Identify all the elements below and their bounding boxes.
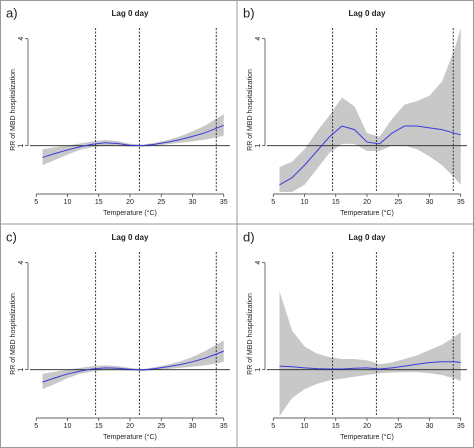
y-axis-label: RR of MBD hospitalization (10, 69, 17, 151)
x-tick-label: 35 (457, 199, 465, 206)
confidence-band (279, 291, 461, 416)
x-tick-label: 25 (157, 423, 165, 430)
x-tick-label: 5 (34, 423, 38, 430)
x-tick-label: 20 (126, 423, 134, 430)
rr-curve (279, 125, 461, 186)
x-tick-label: 15 (95, 199, 103, 206)
confidence-band (42, 114, 224, 166)
y-tick-label: 4 (255, 261, 262, 265)
panel-title: Lag 0 day (349, 233, 386, 242)
x-tick-label: 5 (271, 199, 275, 206)
x-tick-label: 5 (34, 199, 38, 206)
y-tick-label: 4 (18, 261, 25, 265)
panel-title: Lag 0 day (349, 9, 386, 18)
x-tick-label: 10 (301, 423, 309, 430)
x-tick-label: 25 (394, 199, 402, 206)
x-tick-label: 10 (64, 199, 72, 206)
x-tick-label: 20 (126, 199, 134, 206)
panel-label: c) (6, 229, 17, 244)
x-tick-label: 10 (301, 199, 309, 206)
y-axis-label: RR of MBD hospitalization (247, 293, 254, 375)
x-tick-label: 30 (426, 423, 434, 430)
x-axis-label: Temperature (°C) (340, 433, 394, 441)
x-tick-label: 5 (271, 423, 275, 430)
x-tick-label: 20 (363, 423, 371, 430)
x-tick-label: 35 (457, 423, 465, 430)
rr-curve (42, 124, 224, 158)
plot-area (267, 252, 467, 416)
panel-label: a) (6, 5, 18, 20)
panel-title: Lag 0 day (112, 233, 149, 242)
rr-curve (42, 350, 224, 383)
x-tick-label: 30 (426, 199, 434, 206)
plot-area (267, 28, 467, 192)
x-tick-label: 15 (332, 199, 340, 206)
y-tick-label: 4 (255, 37, 262, 41)
rr-curve (279, 361, 461, 370)
y-tick-label: 1 (18, 144, 25, 148)
panel-label: d) (243, 229, 255, 244)
y-tick-label: 1 (255, 144, 262, 148)
y-axis-label: RR of MBD hospitalization (247, 69, 254, 151)
x-tick-label: 35 (220, 199, 228, 206)
y-tick-label: 4 (18, 37, 25, 41)
x-tick-label: 35 (220, 423, 228, 430)
y-tick-label: 1 (18, 368, 25, 372)
panel-title: Lag 0 day (112, 9, 149, 18)
x-tick-label: 25 (157, 199, 165, 206)
x-axis-label: Temperature (°C) (103, 209, 157, 217)
y-tick-label: 1 (255, 368, 262, 372)
x-tick-label: 30 (189, 423, 197, 430)
x-tick-label: 10 (64, 423, 72, 430)
plot-area (30, 28, 230, 192)
x-tick-label: 25 (394, 423, 402, 430)
y-axis-label: RR of MBD hospitalization (10, 293, 17, 375)
confidence-band (279, 28, 461, 192)
x-tick-label: 15 (95, 423, 103, 430)
x-axis-label: Temperature (°C) (340, 209, 394, 217)
x-tick-label: 20 (363, 199, 371, 206)
x-tick-label: 15 (332, 423, 340, 430)
x-axis-label: Temperature (°C) (103, 433, 157, 441)
panel-label: b) (243, 5, 255, 20)
confidence-band (42, 340, 224, 390)
x-tick-label: 30 (189, 199, 197, 206)
plot-area (30, 252, 230, 416)
